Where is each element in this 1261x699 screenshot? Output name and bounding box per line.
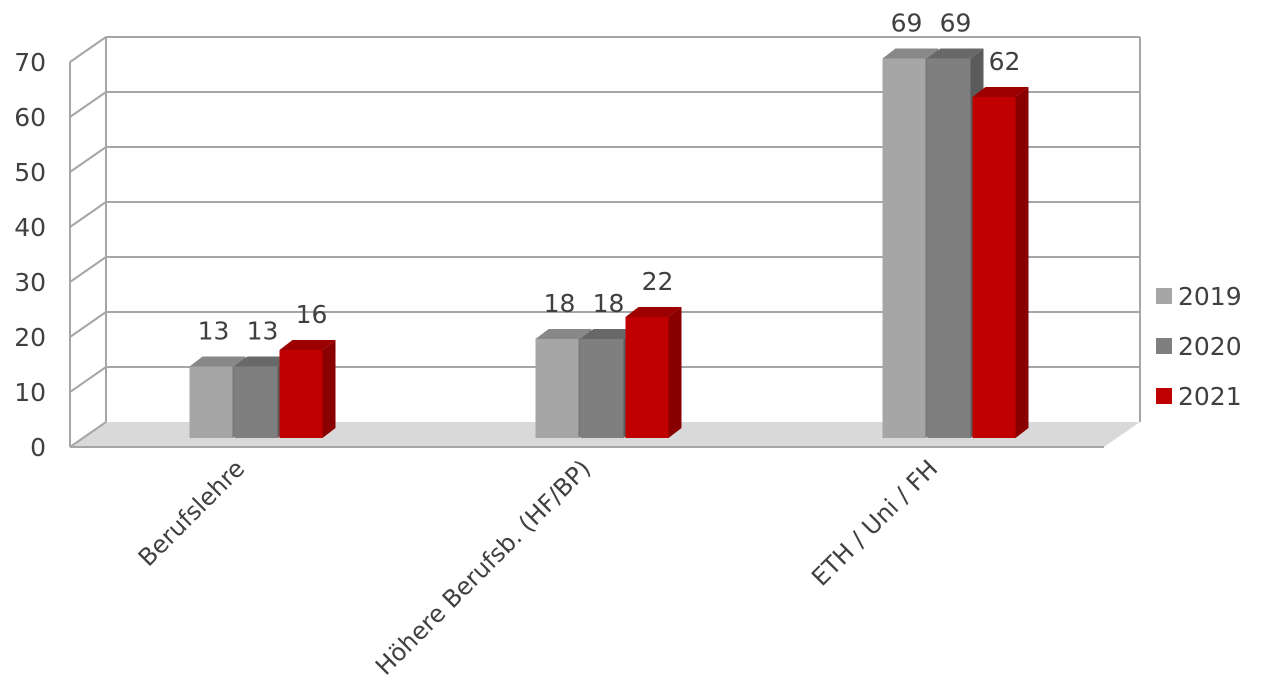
bar-top — [234, 356, 291, 367]
y-tick-label: 0 — [30, 433, 46, 462]
data-label: 62 — [989, 47, 1021, 76]
gridline-side — [69, 146, 107, 173]
legend-swatch — [1156, 288, 1172, 304]
bar-top — [972, 87, 1029, 97]
gridline-side — [69, 201, 107, 228]
legend-label: 2021 — [1178, 382, 1242, 411]
gridline-side — [69, 36, 107, 63]
x-axis: Berufslehre Höhere Berufsb. (HF/BP) ETH / … — [133, 454, 943, 680]
y-tick-label: 60 — [14, 103, 46, 132]
gridline-side — [69, 256, 107, 283]
bar-side — [668, 307, 682, 438]
y-tick-label: 40 — [14, 213, 46, 242]
bar — [189, 366, 233, 438]
bars — [189, 48, 1029, 438]
y-tick-label: 30 — [14, 268, 46, 297]
x-tick-label: ETH / Uni / FH — [806, 454, 943, 591]
gridline-side — [69, 421, 107, 448]
legend-swatch — [1156, 338, 1172, 354]
bar — [580, 339, 624, 438]
data-label: 13 — [198, 317, 230, 346]
legend-label: 2019 — [1178, 282, 1242, 311]
bar-top — [189, 356, 246, 367]
y-tick-label: 50 — [14, 158, 46, 187]
gridline-side — [69, 311, 107, 338]
bar-top — [882, 48, 939, 59]
bar-top — [625, 307, 682, 317]
x-tick-label: Höhere Berufsb. (HF/BP) — [370, 454, 596, 680]
data-label: 69 — [940, 9, 972, 38]
data-label: 16 — [296, 300, 328, 329]
bar — [279, 350, 323, 438]
bar-top — [279, 340, 336, 350]
gridline-side — [69, 91, 107, 118]
bar-top — [927, 48, 984, 59]
data-label: 22 — [642, 267, 674, 296]
legend-label: 2020 — [1178, 332, 1242, 361]
bar-side — [322, 340, 336, 438]
y-axis: 0 10 20 30 40 50 60 70 — [14, 48, 46, 462]
bar — [927, 58, 971, 438]
bar-top — [535, 329, 592, 339]
bar — [234, 366, 278, 438]
data-label: 69 — [891, 9, 923, 38]
data-label: 13 — [247, 317, 279, 346]
chart-walls — [69, 37, 1141, 447]
data-labels: 13 13 16 18 18 22 69 69 62 — [198, 9, 1021, 346]
bar — [535, 339, 579, 438]
gridline-side — [69, 366, 107, 393]
y-tick-label: 10 — [14, 378, 46, 407]
y-tick-label: 20 — [14, 323, 46, 352]
data-label: 18 — [544, 289, 576, 318]
legend-swatch — [1156, 388, 1172, 404]
bar — [972, 97, 1016, 438]
bar-top — [580, 329, 637, 339]
x-tick-label: Berufslehre — [133, 454, 250, 571]
legend: 2019 2020 2021 — [1156, 282, 1242, 411]
bar — [625, 317, 669, 438]
data-label: 18 — [593, 289, 625, 318]
bar — [882, 58, 926, 438]
bar-side — [1015, 87, 1029, 438]
y-tick-label: 70 — [14, 48, 46, 77]
